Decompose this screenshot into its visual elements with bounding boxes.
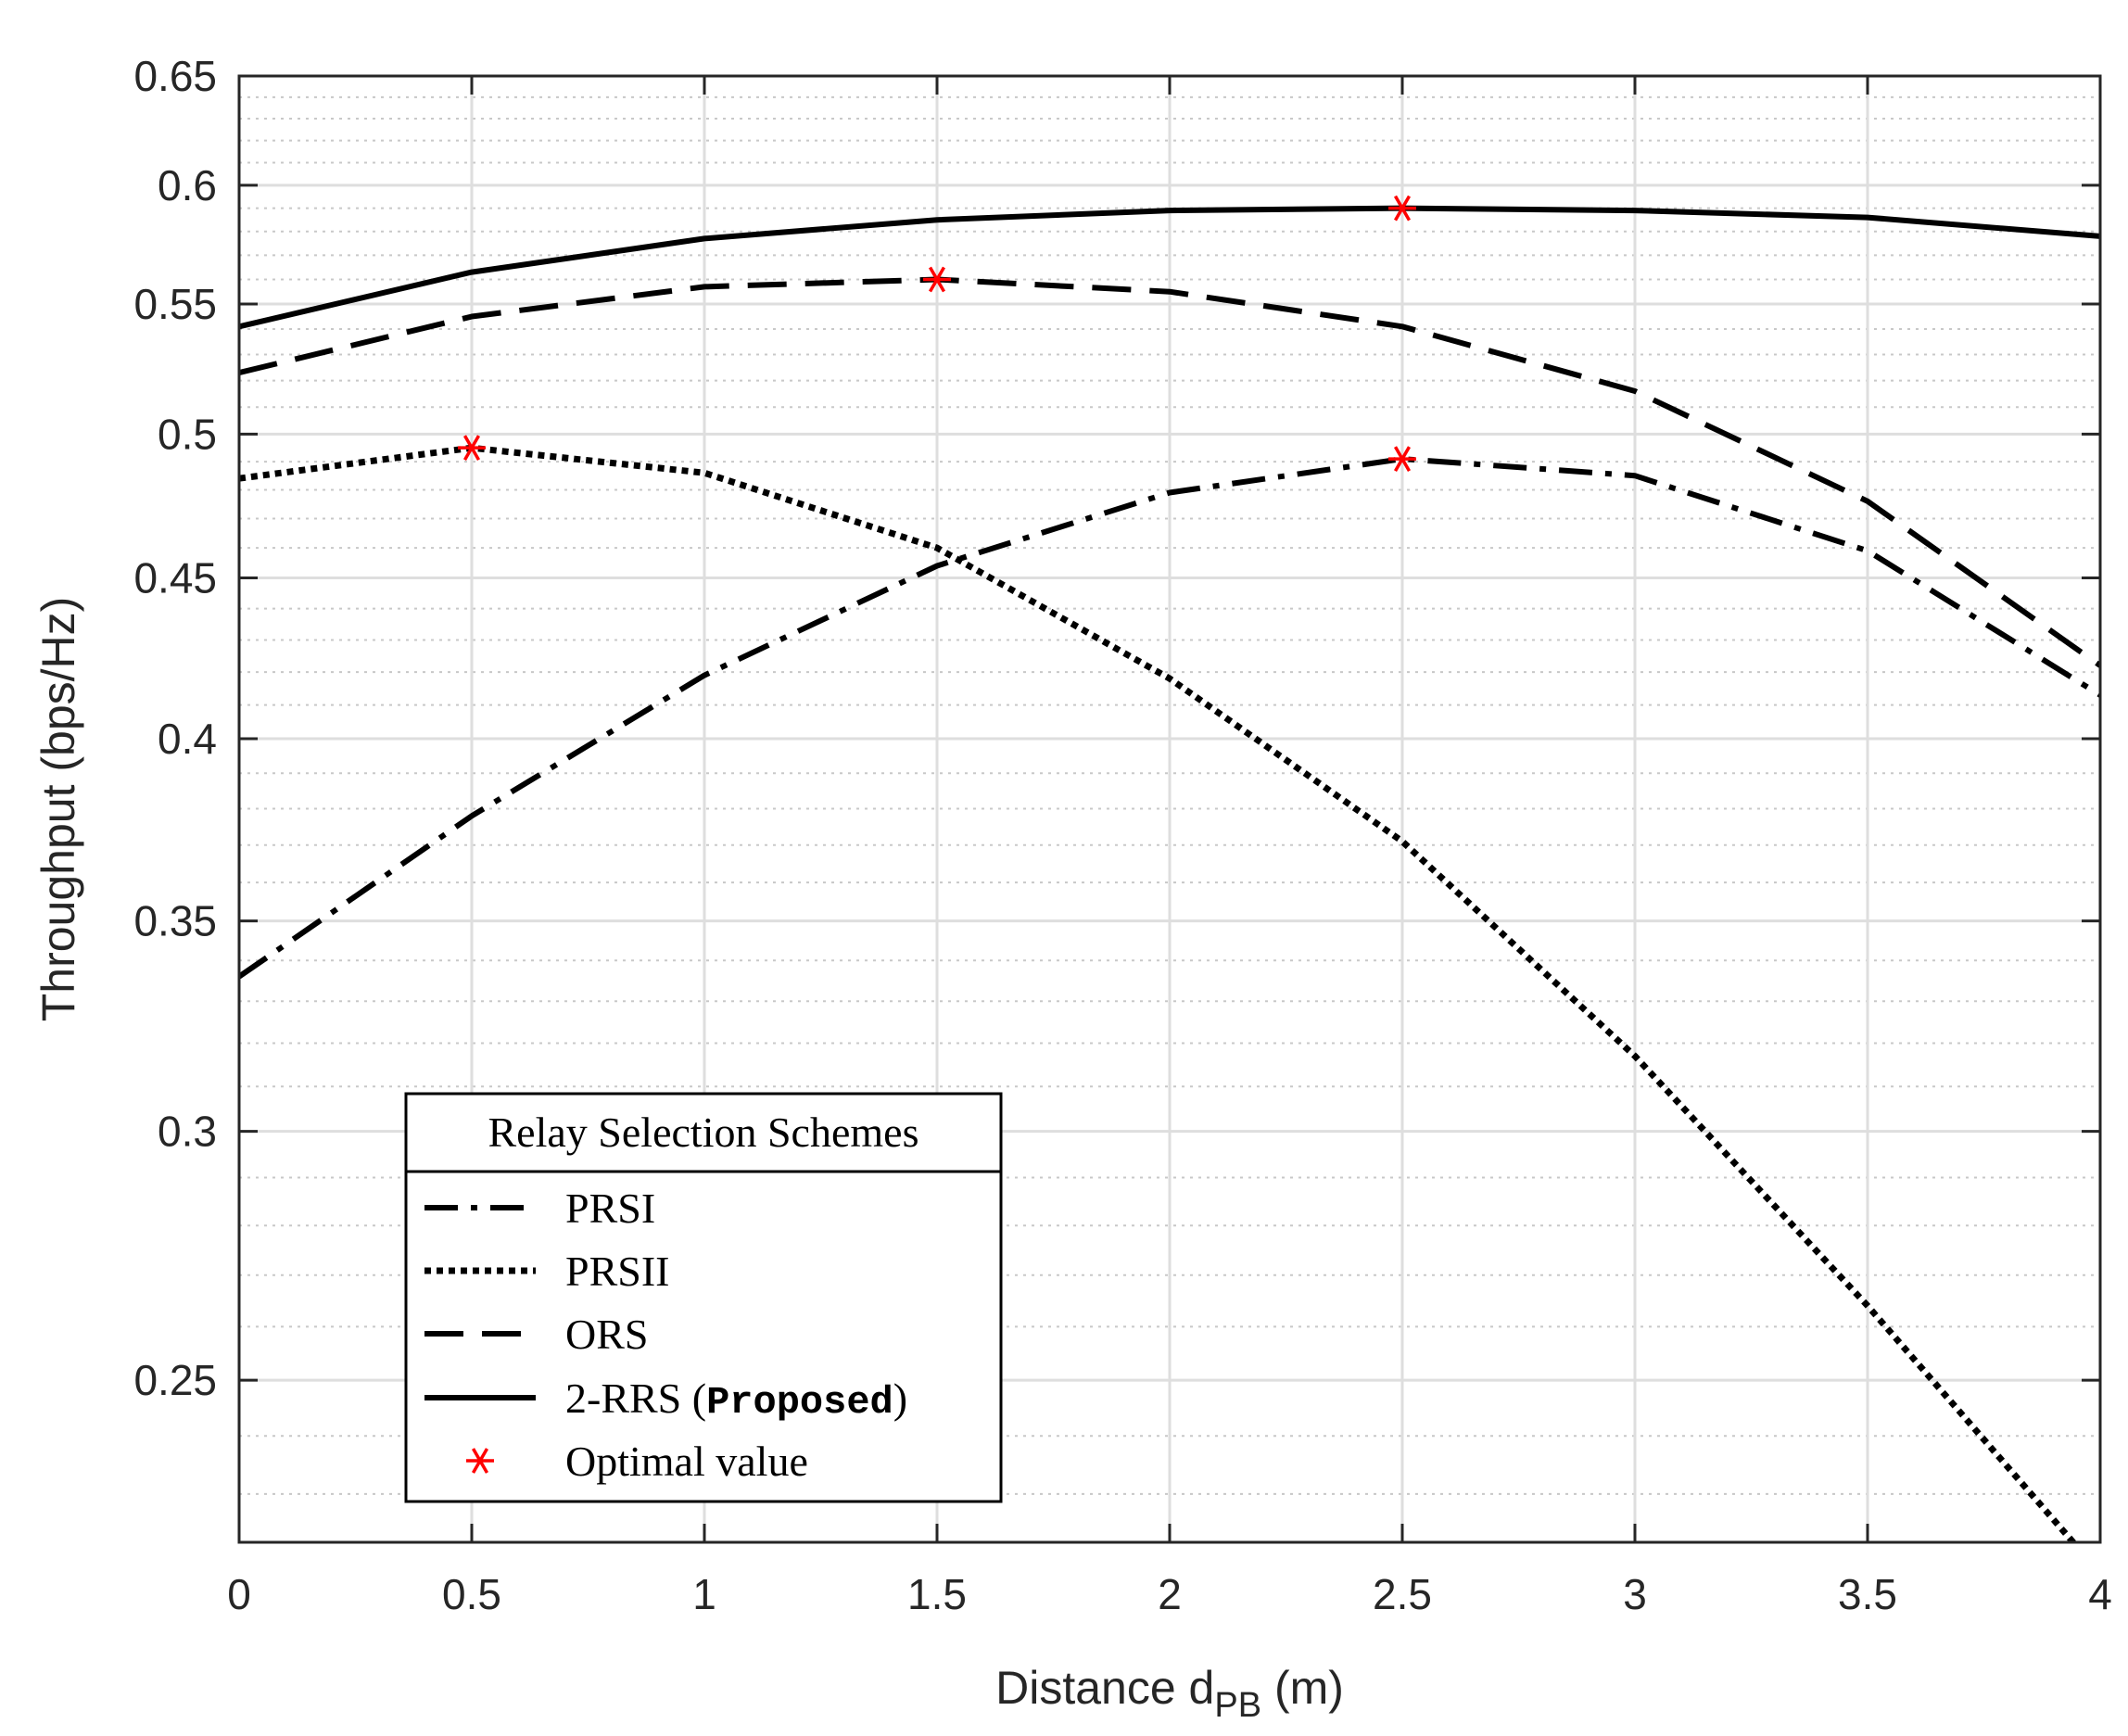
x-tick-label: 0 [227,1570,251,1618]
legend-label-suffix: ) [893,1375,907,1422]
legend-entry: PRSI [424,1185,655,1232]
optimal-point-marker [1388,195,1416,222]
x-tick-label: 0.5 [442,1570,501,1618]
legend-entry: ORS [424,1311,648,1358]
legend-entries: PRSI PRSII ORS 2-RRS (Proposed) Optimal valu… [424,1185,907,1485]
legend-entry: Optimal value [466,1438,808,1485]
x-tick-label: 2.5 [1373,1570,1432,1618]
series-lines [239,205,2100,1542]
legend-entry: PRSII [424,1248,669,1295]
x-tick-label: 1.5 [907,1570,967,1618]
legend-title: Relay Selection Schemes [488,1109,919,1156]
legend-label: PRSII [565,1248,669,1295]
marker-stroke [462,435,481,462]
optimal-point-marker [458,435,486,462]
y-tick-label: 0.65 [133,52,217,100]
x-tick-label: 2 [1158,1570,1182,1618]
legend-label-mono: Proposed [706,1380,893,1425]
x-tick-label: 3 [1623,1570,1647,1618]
y-tick-label: 0.5 [158,410,217,458]
marker-stroke [471,1448,489,1474]
y-tick-label: 0.4 [158,715,217,763]
legend-label: 2-RRS (Proposed) [565,1375,907,1425]
x-tick-label: 1 [692,1570,716,1618]
x-tick-label: 3.5 [1838,1570,1897,1618]
legend-label: ORS [565,1311,648,1358]
marker-stroke [1393,195,1412,222]
series-line-ors [239,276,2100,668]
legend-entry: 2-RRS (Proposed) [424,1375,907,1425]
legend-label: PRSI [565,1185,655,1232]
legend-marker-sample [466,1448,494,1474]
legend-label-prefix: 2-RRS ( [565,1375,706,1422]
marker-stroke [928,266,946,293]
y-tick-label: 0.45 [133,554,217,602]
y-tick-label: 0.35 [133,897,217,945]
series-line-prsii [239,444,2078,1542]
legend-box [404,1092,1003,1503]
marker-stroke [1393,446,1412,472]
y-axis-label: Throughput (bps/Hz) [32,597,84,1022]
x-tick-label: 4 [2088,1570,2112,1618]
optimal-markers [458,195,1416,472]
optimal-point-marker [923,266,951,293]
y-tick-label: 0.55 [133,280,217,328]
y-tick-label: 0.3 [158,1108,217,1156]
optimal-point-marker [1388,446,1416,472]
x-axis-label: Distance dPB (m) [995,1662,1344,1725]
legend-label: Optimal value [565,1438,808,1485]
series-line-prsi [239,456,2100,980]
legend: Relay Selection Schemes PRSI PRSII ORS 2-RR… [404,1092,1003,1503]
axis-ticks: 0 0.5 1 1.5 2 2.5 3 3.5 4 0.25 0.3 0.35 0.4 0.45 0.5 0.… [133,52,2111,1618]
series-line-2-rrs-proposed [239,205,2100,330]
y-tick-label: 0.25 [133,1356,217,1404]
y-tick-label: 0.6 [158,161,217,209]
